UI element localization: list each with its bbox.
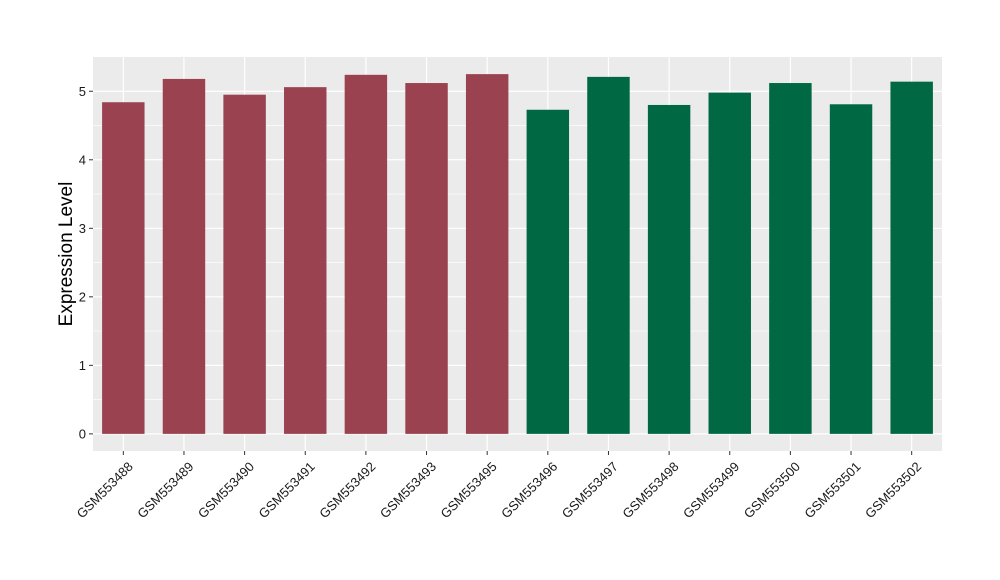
- bar-GSM553496: [526, 109, 570, 434]
- x-tick-label: GSM553499: [680, 459, 742, 521]
- bar-GSM553493: [405, 83, 448, 434]
- bar-GSM553498: [647, 104, 691, 434]
- x-tick-label: GSM553502: [862, 459, 924, 521]
- bar-GSM553495: [465, 74, 509, 434]
- y-axis: 0 1 2 3 4 5: [79, 84, 93, 441]
- bar-GSM553499: [708, 92, 751, 434]
- x-tick-label: GSM553495: [438, 459, 500, 521]
- x-tick-label: GSM553496: [498, 459, 560, 521]
- x-tick-label: GSM553488: [74, 459, 136, 521]
- x-tick-label: GSM553497: [559, 459, 621, 521]
- bar-GSM553502: [890, 81, 933, 434]
- x-tick-label: GSM553492: [316, 459, 378, 521]
- bar-GSM553488: [102, 102, 145, 434]
- bar-GSM553497: [587, 76, 630, 434]
- x-tick-label: GSM553500: [741, 459, 803, 521]
- y-tick-label: 2: [79, 289, 86, 304]
- bars: [102, 74, 933, 434]
- y-axis-title: Expression Level: [56, 182, 77, 327]
- y-tick-label: 5: [79, 84, 86, 99]
- y-tick-label: 1: [79, 358, 86, 373]
- x-tick-label: GSM553490: [195, 459, 257, 521]
- y-tick-label: 3: [79, 221, 86, 236]
- x-axis: GSM553488GSM553489GSM553490GSM553491GSM5…: [74, 451, 924, 521]
- bar-GSM553500: [769, 83, 812, 434]
- x-tick-label: GSM553493: [377, 459, 439, 521]
- x-tick-label: GSM553489: [134, 459, 196, 521]
- x-tick-label: GSM553491: [256, 459, 318, 521]
- x-tick-label: GSM553501: [801, 459, 863, 521]
- x-tick-label: GSM553498: [619, 459, 681, 521]
- y-tick-label: 0: [79, 426, 86, 441]
- y-tick-label: 4: [79, 152, 86, 167]
- bar-GSM553490: [223, 94, 266, 434]
- plot-panel: [93, 57, 942, 451]
- bar-GSM553501: [829, 104, 873, 434]
- bar-GSM553489: [162, 78, 206, 434]
- bar-GSM553492: [344, 74, 388, 434]
- bar-GSM553491: [284, 87, 327, 434]
